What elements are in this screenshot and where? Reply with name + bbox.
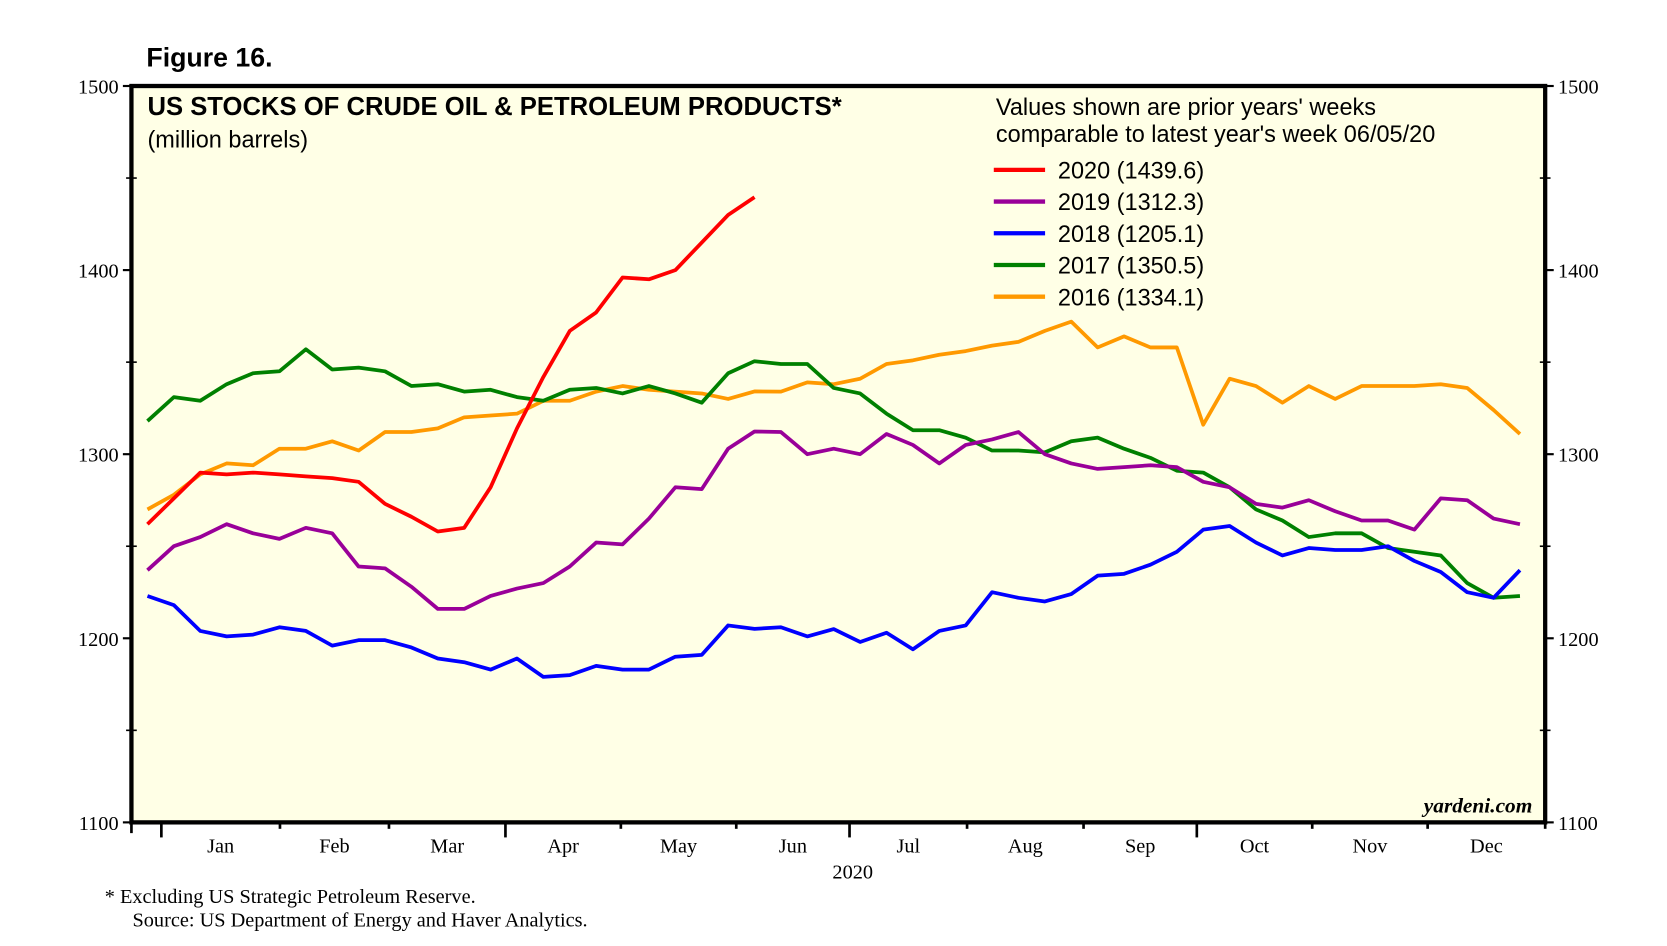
chart-subtitle: (million barrels)	[147, 126, 308, 152]
y-tick-label-left: 1400	[78, 261, 119, 283]
figure-label: Figure 16.	[146, 43, 272, 73]
footnote: * Excluding US Strategic Petroleum Reser…	[105, 886, 476, 908]
plot-area	[129, 83, 1548, 825]
source: Source: US Department of Energy and Have…	[133, 910, 588, 932]
y-tick-label-left: 1200	[78, 629, 119, 651]
y-axes: 1500 1500 1400 1400 1300 1300 1200 1200 1100 1100	[78, 76, 1599, 834]
legend-label: 2019 (1312.3)	[1058, 189, 1204, 215]
legend: 2020 (1439.6) 2019 (1312.3) 2018 (1205.1) 2…	[993, 157, 1204, 310]
x-month-label: Oct	[1240, 835, 1270, 857]
x-month-label: Nov	[1352, 835, 1388, 857]
y-tick-label-right: 1500	[1558, 76, 1599, 98]
x-month-label: May	[660, 835, 698, 857]
watermark: yardeni.com	[1421, 794, 1533, 818]
y-tick-label-left: 1300	[78, 445, 119, 467]
x-axis: Jan Feb Mar Apr May Jun Jul Aug Sep Oct Nov Dec	[130, 822, 1547, 857]
x-month-label: Apr	[547, 835, 579, 857]
series-line-2016	[146, 319, 1522, 512]
y-tick-label-right: 1300	[1558, 445, 1599, 467]
series-line-2020	[146, 195, 756, 534]
x-month-label: Sep	[1125, 835, 1155, 857]
x-month-label: Feb	[319, 835, 349, 857]
x-month-label: Aug	[1008, 835, 1043, 857]
legend-label: 2016 (1334.1)	[1058, 284, 1204, 310]
y-tick-label-right: 1200	[1558, 629, 1599, 651]
series-line-2019	[146, 429, 1521, 611]
x-month-label: Jun	[779, 835, 807, 857]
y-tick-label-left: 1100	[79, 813, 119, 835]
x-month-label: Mar	[430, 835, 464, 857]
legend-label: 2020 (1439.6)	[1058, 157, 1204, 183]
chart-note: Values shown are prior years' weeks	[996, 94, 1376, 120]
series-lines	[146, 195, 1522, 679]
y-tick-label-left: 1500	[78, 76, 119, 98]
series-line-2018	[146, 524, 1522, 679]
x-month-label: Dec	[1470, 835, 1503, 857]
y-tick-label-right: 1400	[1558, 261, 1599, 283]
y-tick-label-right: 1100	[1558, 813, 1598, 835]
chart-note-2: comparable to latest year's week 06/05/2…	[996, 121, 1435, 147]
x-axis-label: 2020	[832, 861, 873, 883]
chart-title: US STOCKS OF CRUDE OIL & PETROLEUM PRODU…	[147, 93, 841, 121]
x-month-label: Jul	[896, 835, 920, 857]
legend-label: 2018 (1205.1)	[1058, 221, 1204, 247]
legend-label: 2017 (1350.5)	[1058, 253, 1204, 279]
series-line-2017	[146, 347, 1521, 600]
x-month-label: Jan	[207, 835, 234, 857]
